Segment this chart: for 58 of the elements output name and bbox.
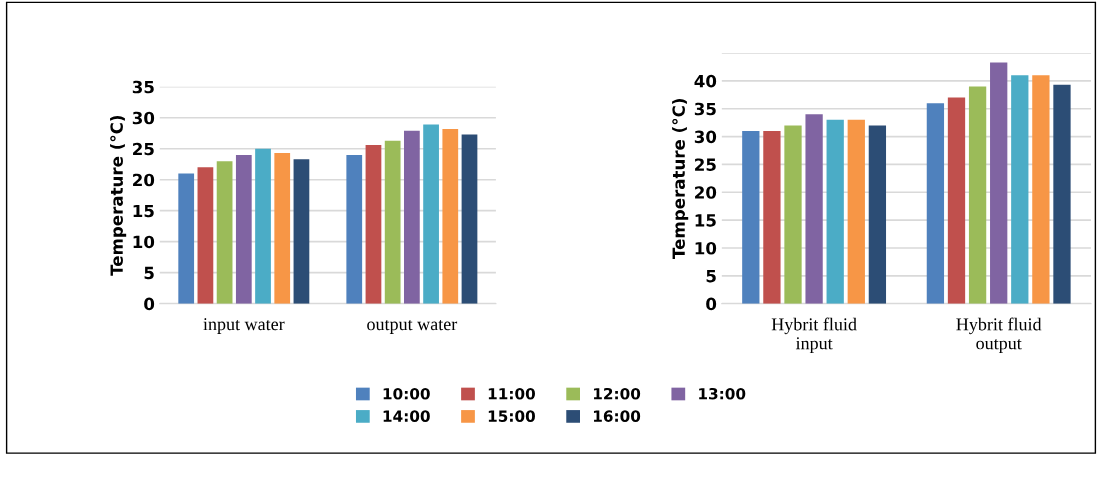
- x-tick-label: Hybrit fluid input: [771, 317, 857, 354]
- bar: [805, 114, 823, 304]
- bar: [926, 103, 945, 304]
- bar: [384, 140, 401, 304]
- y-tick-label: 20: [133, 173, 155, 187]
- bar: [197, 167, 214, 304]
- bar: [274, 153, 291, 304]
- y-tick-label: 0: [144, 297, 155, 311]
- bar: [947, 97, 966, 304]
- legend-label: 10:00: [383, 387, 430, 400]
- bar: [1032, 75, 1050, 304]
- legend-label: 14:00: [383, 410, 430, 422]
- y-tick-label: 30: [694, 130, 717, 144]
- bar: [461, 134, 478, 304]
- y-tick-label: 15: [695, 214, 716, 227]
- x-tick-label: input water: [203, 318, 285, 334]
- y-tick-label: 10: [133, 235, 155, 249]
- bar: [423, 124, 439, 304]
- y-tick-label: 20: [695, 186, 717, 199]
- y-tick-label: 35: [132, 80, 154, 94]
- bar: [826, 119, 844, 304]
- bar: [742, 131, 760, 304]
- bar: [255, 148, 271, 304]
- legend-label: 11:00: [488, 387, 535, 400]
- y-axis-title: Temperature (°C): [672, 99, 689, 259]
- bar: [868, 125, 887, 304]
- y-tick-label: 40: [694, 74, 717, 88]
- y-tick-label: 10: [695, 241, 717, 255]
- bar: [404, 130, 420, 304]
- y-tick-label: 35: [694, 102, 716, 116]
- bar: [293, 159, 310, 304]
- bar: [442, 128, 459, 304]
- bar: [1011, 75, 1029, 304]
- bar: [1053, 84, 1071, 304]
- y-axis-title: Temperature (°C): [110, 115, 127, 276]
- bar: [990, 62, 1008, 304]
- legend-label: 13:00: [699, 387, 746, 400]
- legend-label: 16:00: [593, 410, 641, 422]
- bar: [346, 154, 363, 304]
- bar: [235, 154, 252, 304]
- y-tick-label: 25: [133, 142, 154, 156]
- bar: [178, 173, 195, 304]
- legend-label: 12:00: [593, 387, 641, 400]
- y-tick-label: 25: [695, 158, 716, 171]
- legend-label: 15:00: [488, 410, 535, 422]
- bar: [365, 145, 382, 304]
- y-tick-label: 15: [133, 204, 154, 218]
- y-tick-label: 0: [706, 297, 717, 311]
- bar: [216, 161, 233, 304]
- bar: [763, 131, 781, 304]
- y-tick-label: 5: [706, 269, 716, 283]
- x-tick-label: Hybrit fluid output: [956, 317, 1042, 354]
- bar: [784, 125, 802, 304]
- x-tick-label: output water: [367, 319, 458, 334]
- bar: [847, 119, 865, 304]
- y-tick-label: 5: [144, 266, 154, 280]
- y-tick-label: 30: [132, 111, 155, 125]
- bar: [968, 86, 987, 304]
